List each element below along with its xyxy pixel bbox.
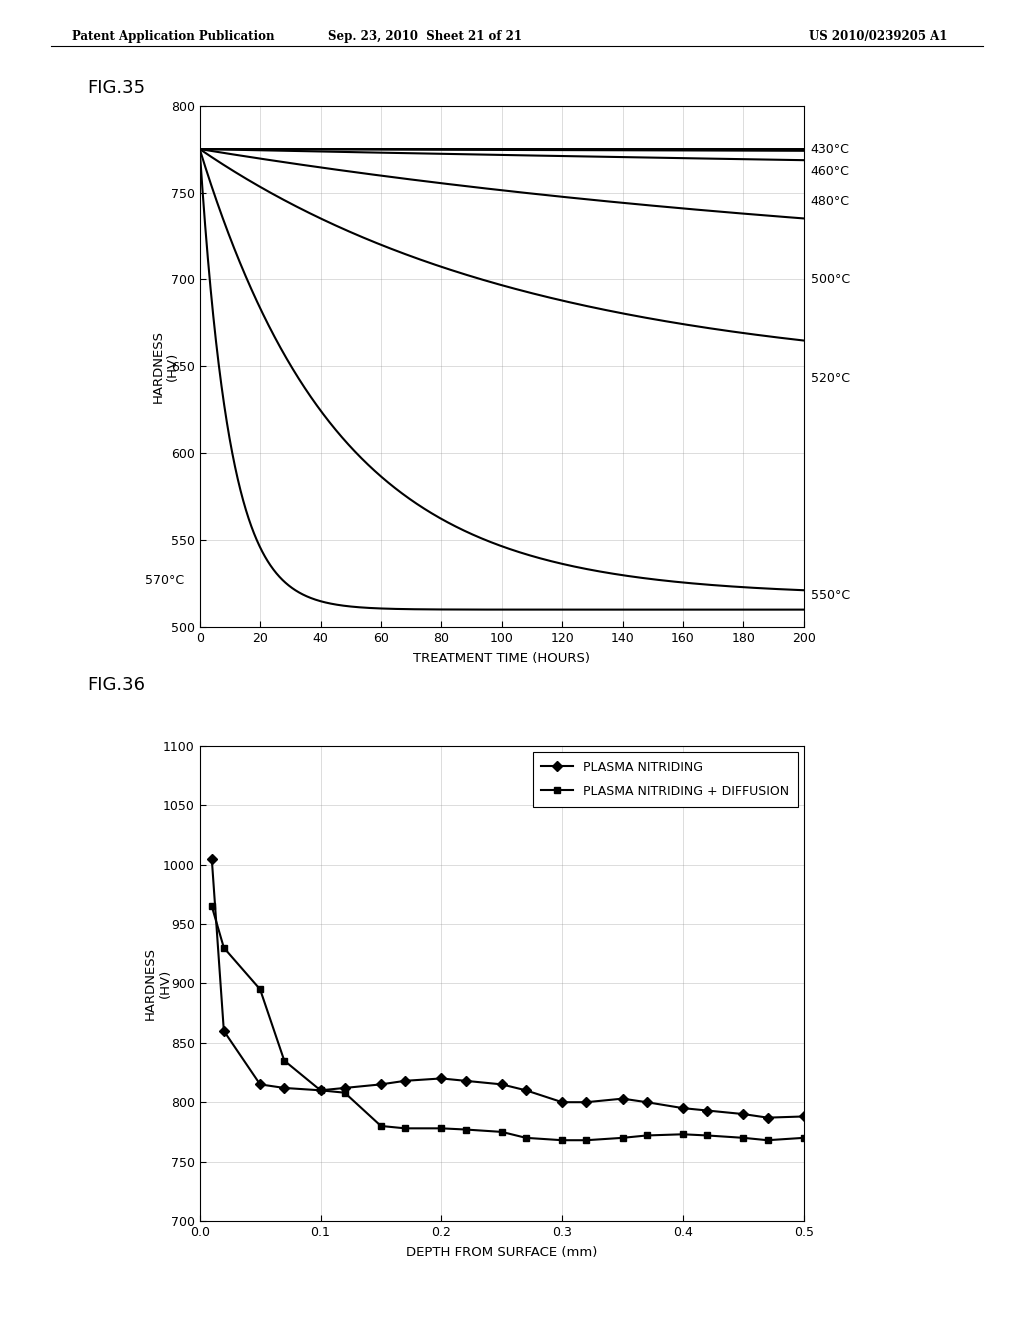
PLASMA NITRIDING + DIFFUSION [556, 1133, 568, 1148]
Line: PLASMA NITRIDING: PLASMA NITRIDING [208, 855, 807, 1121]
PLASMA NITRIDING [641, 1094, 653, 1110]
Text: 500°C: 500°C [811, 273, 850, 286]
X-axis label: TREATMENT TIME (HOURS): TREATMENT TIME (HOURS) [414, 652, 590, 665]
PLASMA NITRIDING [218, 1023, 230, 1039]
PLASMA NITRIDING + DIFFUSION [677, 1126, 689, 1142]
PLASMA NITRIDING [737, 1106, 750, 1122]
PLASMA NITRIDING [339, 1080, 351, 1096]
PLASMA NITRIDING [314, 1082, 327, 1098]
PLASMA NITRIDING [254, 1077, 266, 1093]
Y-axis label: HARDNESS
(HV): HARDNESS (HV) [152, 330, 179, 403]
PLASMA NITRIDING + DIFFUSION [641, 1127, 653, 1143]
Text: 460°C: 460°C [811, 165, 850, 178]
PLASMA NITRIDING + DIFFUSION [616, 1130, 629, 1146]
PLASMA NITRIDING + DIFFUSION [399, 1121, 412, 1137]
PLASMA NITRIDING + DIFFUSION [496, 1123, 508, 1139]
PLASMA NITRIDING + DIFFUSION [737, 1130, 750, 1146]
Text: 430°C: 430°C [811, 143, 850, 156]
Text: Sep. 23, 2010  Sheet 21 of 21: Sep. 23, 2010 Sheet 21 of 21 [328, 30, 522, 44]
Line: PLASMA NITRIDING + DIFFUSION: PLASMA NITRIDING + DIFFUSION [208, 903, 807, 1143]
PLASMA NITRIDING [556, 1094, 568, 1110]
Text: FIG.36: FIG.36 [87, 676, 145, 694]
PLASMA NITRIDING + DIFFUSION [254, 981, 266, 998]
PLASMA NITRIDING [460, 1073, 472, 1089]
PLASMA NITRIDING + DIFFUSION [520, 1130, 532, 1146]
PLASMA NITRIDING + DIFFUSION [798, 1130, 810, 1146]
PLASMA NITRIDING + DIFFUSION [460, 1122, 472, 1138]
PLASMA NITRIDING + DIFFUSION [218, 940, 230, 956]
Text: Patent Application Publication: Patent Application Publication [72, 30, 274, 44]
Text: 480°C: 480°C [811, 194, 850, 207]
PLASMA NITRIDING [399, 1073, 412, 1089]
PLASMA NITRIDING [798, 1109, 810, 1125]
PLASMA NITRIDING [435, 1071, 447, 1086]
PLASMA NITRIDING + DIFFUSION [279, 1053, 291, 1069]
PLASMA NITRIDING + DIFFUSION [375, 1118, 387, 1134]
PLASMA NITRIDING [762, 1110, 774, 1126]
PLASMA NITRIDING + DIFFUSION [314, 1082, 327, 1098]
PLASMA NITRIDING [581, 1094, 593, 1110]
Text: FIG.35: FIG.35 [87, 79, 145, 98]
Text: US 2010/0239205 A1: US 2010/0239205 A1 [809, 30, 947, 44]
PLASMA NITRIDING [520, 1082, 532, 1098]
PLASMA NITRIDING [375, 1077, 387, 1093]
Legend: PLASMA NITRIDING, PLASMA NITRIDING + DIFFUSION: PLASMA NITRIDING, PLASMA NITRIDING + DIF… [532, 752, 798, 807]
PLASMA NITRIDING [677, 1101, 689, 1117]
PLASMA NITRIDING + DIFFUSION [339, 1085, 351, 1101]
PLASMA NITRIDING + DIFFUSION [701, 1127, 714, 1143]
PLASMA NITRIDING [701, 1102, 714, 1118]
PLASMA NITRIDING + DIFFUSION [762, 1133, 774, 1148]
PLASMA NITRIDING [616, 1090, 629, 1106]
PLASMA NITRIDING [496, 1077, 508, 1093]
PLASMA NITRIDING + DIFFUSION [581, 1133, 593, 1148]
Text: 570°C: 570°C [145, 574, 184, 586]
Text: 550°C: 550°C [811, 589, 850, 602]
Y-axis label: HARDNESS
(HV): HARDNESS (HV) [143, 946, 171, 1020]
PLASMA NITRIDING + DIFFUSION [206, 899, 218, 915]
PLASMA NITRIDING [206, 851, 218, 867]
PLASMA NITRIDING + DIFFUSION [435, 1121, 447, 1137]
PLASMA NITRIDING [279, 1080, 291, 1096]
Text: 520°C: 520°C [811, 372, 850, 385]
X-axis label: DEPTH FROM SURFACE (mm): DEPTH FROM SURFACE (mm) [407, 1246, 597, 1259]
